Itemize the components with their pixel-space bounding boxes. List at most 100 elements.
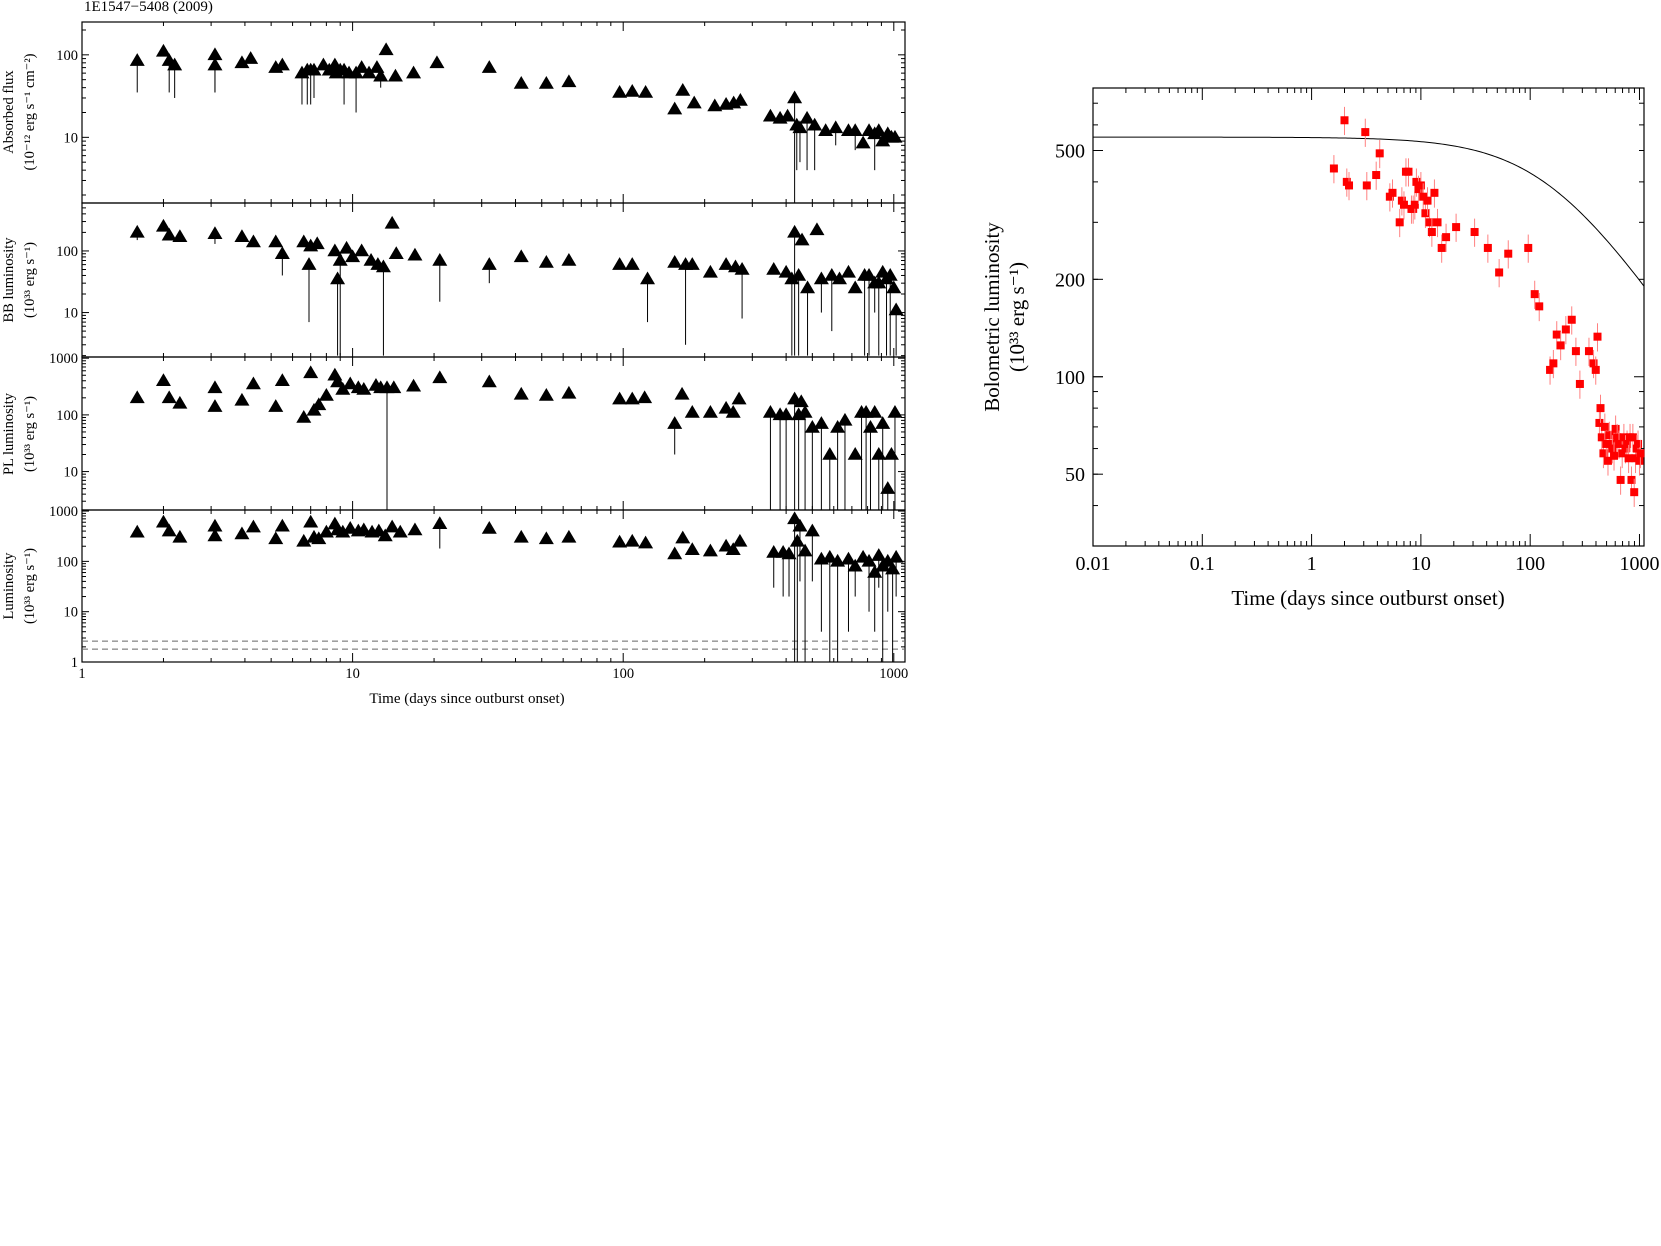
data-point: [624, 83, 640, 97]
data-point: [674, 386, 690, 400]
data-point: [1600, 422, 1609, 431]
y-tick-label: 1: [71, 655, 78, 671]
data-point: [624, 257, 640, 270]
data-point: [734, 261, 750, 275]
data-point: [882, 267, 898, 281]
data-point: [207, 399, 223, 412]
y-axis-label: Absorbed flux: [1, 70, 17, 154]
data-point: [1603, 456, 1612, 465]
data-point: [794, 232, 810, 246]
data-point: [207, 518, 223, 532]
data-point: [384, 519, 400, 533]
data-point: [702, 264, 718, 278]
data-point: [274, 246, 290, 260]
data-point: [1606, 439, 1615, 448]
data-point: [840, 264, 856, 278]
x-tick-group: 1 10 100 1000: [78, 510, 908, 682]
data-point: [538, 387, 554, 401]
data-point: [832, 271, 848, 285]
data-point: [1589, 359, 1598, 368]
data-point: [1416, 181, 1425, 190]
data-point: [793, 394, 809, 408]
data-point: [234, 229, 250, 242]
data-point: [345, 249, 361, 263]
data-point: [807, 117, 823, 131]
data-point: [888, 549, 904, 563]
data-point: [268, 531, 284, 545]
data-point: [1483, 243, 1492, 252]
y-axis-label: Luminosity: [1, 552, 17, 620]
data-point: [1340, 116, 1349, 125]
panel-bb-luminosity: 10 100 BB luminosity (10³³ erg s⁻¹): [1, 202, 906, 358]
data-point: [837, 412, 853, 426]
data-point: [667, 254, 683, 268]
data-point: [375, 259, 391, 273]
data-point: [1425, 218, 1434, 227]
data-point: [1495, 268, 1504, 277]
x-axis-label: Time (days since outburst onset): [1231, 586, 1504, 610]
data-point: [731, 391, 747, 405]
data-point: [799, 110, 815, 124]
data-point: [1615, 439, 1624, 448]
data-point: [1410, 200, 1419, 209]
data-point: [1397, 196, 1406, 205]
x-tick-label: 10: [1411, 553, 1431, 575]
data-point: [1636, 449, 1645, 458]
x-axis-label: Time (days since outburst onset): [369, 691, 564, 707]
data-point: [561, 385, 577, 399]
threshold-lines: [82, 640, 905, 650]
data-point: [638, 84, 654, 98]
data-point: [268, 399, 284, 412]
data-point: [1619, 433, 1628, 442]
data-point: [377, 528, 393, 542]
y-axis-label: PL luminosity: [1, 392, 17, 475]
data-point: [887, 129, 903, 143]
data-point: [624, 533, 640, 547]
y-tick-group: 10 100: [56, 29, 905, 196]
data-point: [862, 419, 878, 433]
y-tick-label: 100: [56, 244, 78, 260]
data-point: [1621, 444, 1630, 453]
data-point: [822, 447, 838, 460]
y-tick-label: 50: [1065, 464, 1085, 486]
data-point: [561, 74, 577, 88]
data-point: [1597, 433, 1606, 442]
data-point: [1452, 223, 1461, 232]
data-point: [1611, 424, 1620, 433]
data-point: [612, 534, 628, 548]
data-point: [129, 524, 145, 538]
y-tick-label: 500: [1055, 141, 1085, 163]
data-point: [667, 416, 683, 429]
data-point: [1595, 418, 1604, 427]
data-point: [766, 545, 782, 558]
data-point: [766, 261, 782, 275]
data-point: [1524, 243, 1533, 252]
y-tick-label: 10: [64, 130, 79, 146]
data-point: [830, 553, 846, 567]
data-point: [875, 133, 891, 147]
data-point: [1584, 347, 1593, 356]
data-point: [538, 75, 554, 89]
data-point: [1404, 167, 1413, 176]
data-point: [1627, 475, 1636, 484]
data-point: [296, 533, 312, 547]
data-point: [640, 271, 656, 285]
data-point: [538, 254, 554, 268]
x-tick-group: [81, 203, 895, 357]
data-point: [1433, 218, 1442, 227]
data-point: [274, 518, 290, 532]
data-point: [335, 382, 351, 395]
panel-pl-luminosity: 10 100 1000 PL luminosity (10³³ erg s⁻¹): [1, 351, 906, 511]
data-point: [432, 252, 448, 266]
data-point: [513, 529, 529, 543]
panel-frame: [81, 509, 906, 663]
y-tick-label: 200: [1055, 269, 1085, 291]
data-point: [667, 101, 683, 115]
data-point: [888, 302, 904, 316]
data-point: [373, 68, 389, 82]
data-point: [1630, 488, 1639, 497]
data-point: [1530, 290, 1539, 299]
data-point: [387, 68, 403, 82]
data-point: [161, 227, 177, 241]
data-point: [667, 546, 683, 560]
